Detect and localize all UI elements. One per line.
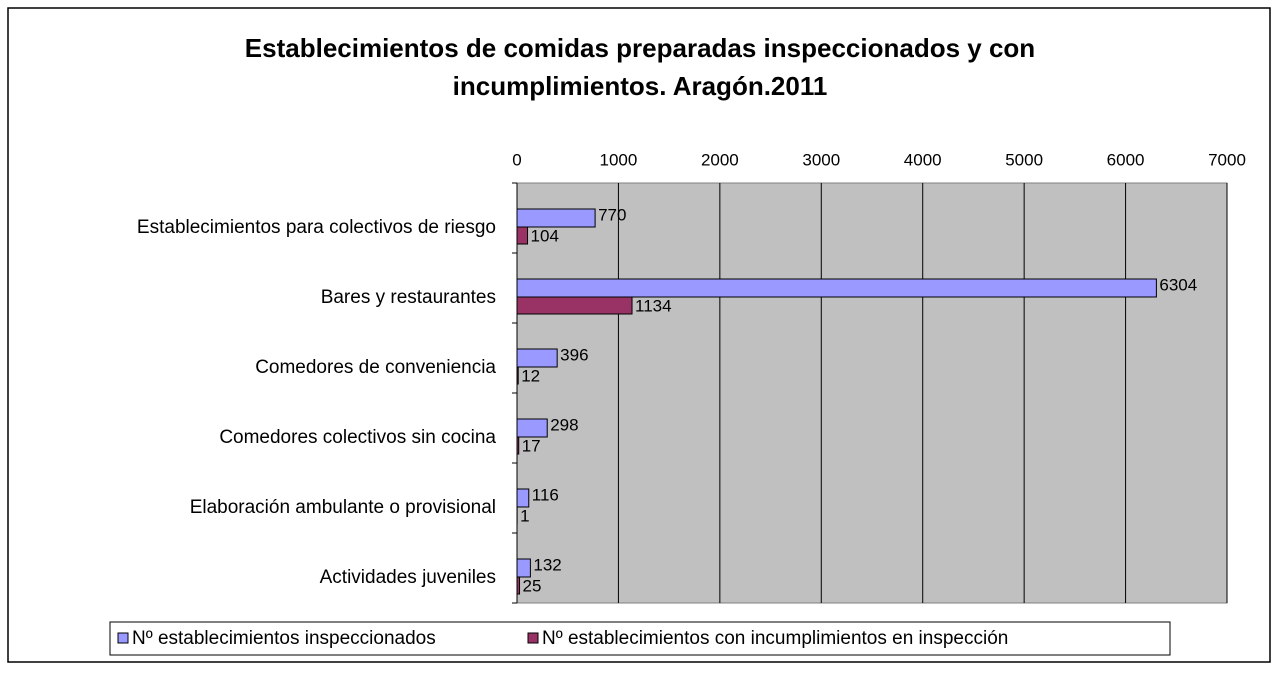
x-tick-label: 3000 [802,150,840,169]
value-label: 12 [521,366,540,385]
bar [517,577,520,594]
bar [517,489,529,507]
value-label: 6304 [1159,275,1197,294]
value-label: 132 [533,555,561,574]
x-tick-label: 6000 [1107,150,1145,169]
value-label: 396 [560,345,588,364]
x-tick-label: 5000 [1005,150,1043,169]
y-tick-label: Establecimientos para colectivos de ries… [137,217,496,238]
title-line: incumplimientos. Aragón.2011 [453,71,828,101]
value-label: 1 [520,506,529,525]
bar [517,367,518,384]
x-tick-label: 4000 [904,150,942,169]
bar [517,279,1156,297]
value-label: 25 [523,576,542,595]
y-tick-label: Comedores colectivos sin cocina [219,427,496,448]
y-tick-label: Bares y restaurantes [321,287,496,308]
bar [517,209,595,227]
value-label: 298 [550,415,578,434]
value-label: 770 [598,205,626,224]
y-tick-label: Elaboración ambulante o provisional [190,497,496,518]
bar [517,349,557,367]
value-label: 1134 [635,296,672,315]
legend-swatch [528,633,538,643]
bar [517,559,530,577]
x-tick-label: 7000 [1208,150,1246,169]
bar [517,297,632,314]
value-label: 17 [522,436,541,455]
y-tick-label: Actividades juveniles [320,567,496,588]
title-line: Establecimientos de comidas preparadas i… [245,33,1035,63]
value-label: 116 [532,485,559,504]
x-tick-label: 2000 [701,150,739,169]
y-tick-label: Comedores de conveniencia [255,357,496,378]
plot-area [517,183,1227,603]
bar [517,227,528,244]
legend-swatch [118,633,128,643]
legend-label: Nº establecimientos con incumplimientos … [542,628,1008,649]
x-tick-label: 1000 [600,150,638,169]
value-label: 104 [531,226,559,245]
bar [517,437,519,454]
legend-label: Nº establecimientos inspeccionados [132,628,436,649]
x-tick-label: 0 [512,150,521,169]
bar [517,419,547,437]
